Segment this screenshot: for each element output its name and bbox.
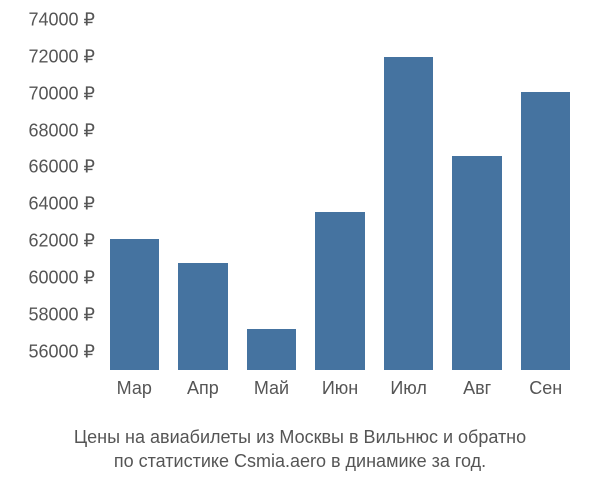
y-tick-label: 60000 ₽ bbox=[28, 267, 95, 288]
bar-slot bbox=[443, 20, 512, 370]
bar bbox=[247, 329, 296, 370]
caption-line-2: по статистике Csmia.aero в динамике за г… bbox=[114, 451, 486, 471]
bar bbox=[384, 57, 433, 370]
x-tick-label: Сен bbox=[511, 378, 580, 399]
y-tick-label: 58000 ₽ bbox=[28, 304, 95, 325]
y-axis: 56000 ₽ 58000 ₽ 60000 ₽ 62000 ₽ 64000 ₽ 66000… bbox=[0, 20, 95, 370]
bar bbox=[452, 156, 501, 370]
caption-line-1: Цены на авиабилеты из Москвы в Вильнюс и… bbox=[74, 427, 526, 447]
y-tick-label: 62000 ₽ bbox=[28, 231, 95, 252]
y-tick-label: 72000 ₽ bbox=[28, 46, 95, 67]
bar-slot bbox=[374, 20, 443, 370]
bar-slot bbox=[237, 20, 306, 370]
x-tick-label: Июн bbox=[306, 378, 375, 399]
y-tick-label: 70000 ₽ bbox=[28, 83, 95, 104]
bar bbox=[110, 239, 159, 370]
price-chart: 56000 ₽ 58000 ₽ 60000 ₽ 62000 ₽ 64000 ₽ 66000… bbox=[0, 0, 600, 500]
y-tick-label: 68000 ₽ bbox=[28, 120, 95, 141]
plot-area bbox=[100, 20, 580, 370]
y-tick-label: 64000 ₽ bbox=[28, 194, 95, 215]
x-tick-label: Июл bbox=[374, 378, 443, 399]
y-tick-label: 56000 ₽ bbox=[28, 341, 95, 362]
y-tick-label: 66000 ₽ bbox=[28, 157, 95, 178]
bars-container bbox=[100, 20, 580, 370]
x-axis: МарАпрМайИюнИюлАвгСен bbox=[100, 378, 580, 399]
y-tick-label: 74000 ₽ bbox=[28, 10, 95, 31]
bar bbox=[178, 263, 227, 370]
x-tick-label: Авг bbox=[443, 378, 512, 399]
bar-slot bbox=[169, 20, 238, 370]
bar-slot bbox=[511, 20, 580, 370]
x-tick-label: Мар bbox=[100, 378, 169, 399]
bar bbox=[315, 212, 364, 370]
bar-slot bbox=[306, 20, 375, 370]
x-tick-label: Апр bbox=[169, 378, 238, 399]
chart-caption: Цены на авиабилеты из Москвы в Вильнюс и… bbox=[0, 425, 600, 474]
bar bbox=[521, 92, 570, 370]
x-tick-label: Май bbox=[237, 378, 306, 399]
bar-slot bbox=[100, 20, 169, 370]
